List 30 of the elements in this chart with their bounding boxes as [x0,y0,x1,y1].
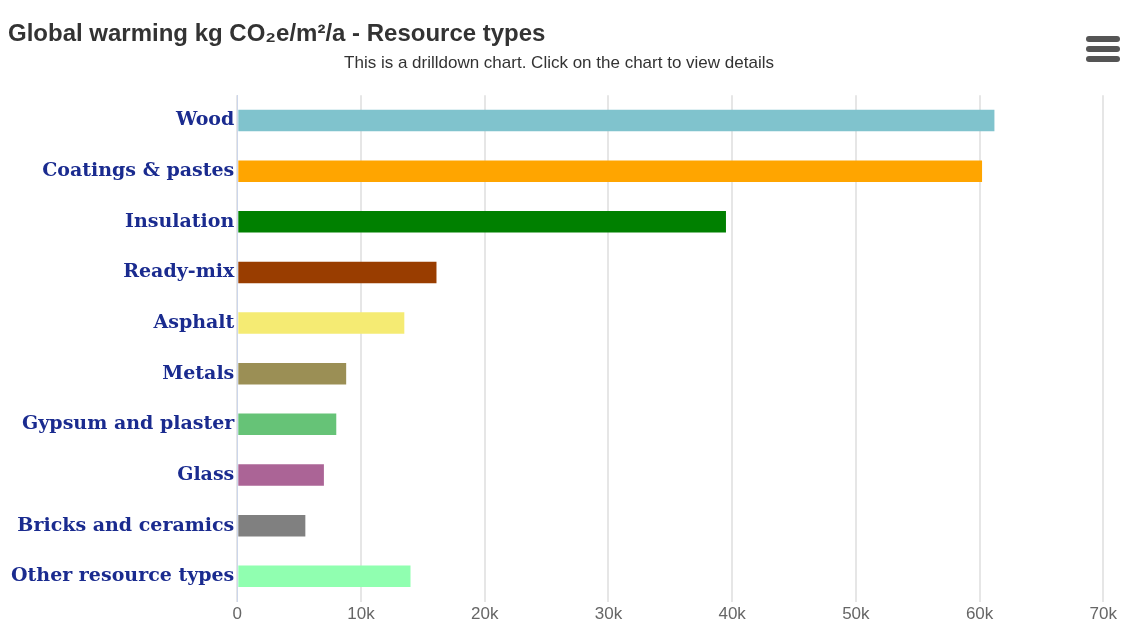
bar [238,211,726,233]
chart-title: Global warming kg CO₂e/m²/a - Resource types [8,19,546,47]
x-tick-label: 50k [842,604,871,624]
bar [238,312,405,334]
bar [238,565,411,588]
x-tick-label: 60k [965,604,994,624]
bar [238,413,337,436]
x-tick-label: 30k [594,604,623,624]
y-tick-label: Metals [162,360,235,383]
y-tick-label: Bricks and ceramics [17,512,235,535]
y-tick-label: Coatings & pastes [42,158,235,181]
x-tick-label: 0 [232,604,243,624]
x-tick-label: 70k [1089,604,1118,624]
y-tick-label: Asphalt [152,310,235,333]
x-tick-label: 10k [347,604,376,624]
y-tick-label: Glass [177,461,235,484]
bar [238,464,324,486]
x-tick-label: 40k [718,604,747,624]
y-tick-label: Gypsum and plaster [22,411,236,434]
bar [238,514,306,537]
bar [238,261,437,284]
x-tick-label: 20k [471,604,499,624]
bar [238,160,983,182]
bar [238,362,347,385]
y-tick-label: Other resource types [10,563,235,586]
y-tick-label: Insulation [125,208,235,231]
chart-subtitle: This is a drilldown chart. Click on the chart to view details [344,52,774,72]
y-tick-label: Wood [174,107,235,130]
bar [238,109,995,132]
y-tick-label: Ready-mix [123,259,235,282]
